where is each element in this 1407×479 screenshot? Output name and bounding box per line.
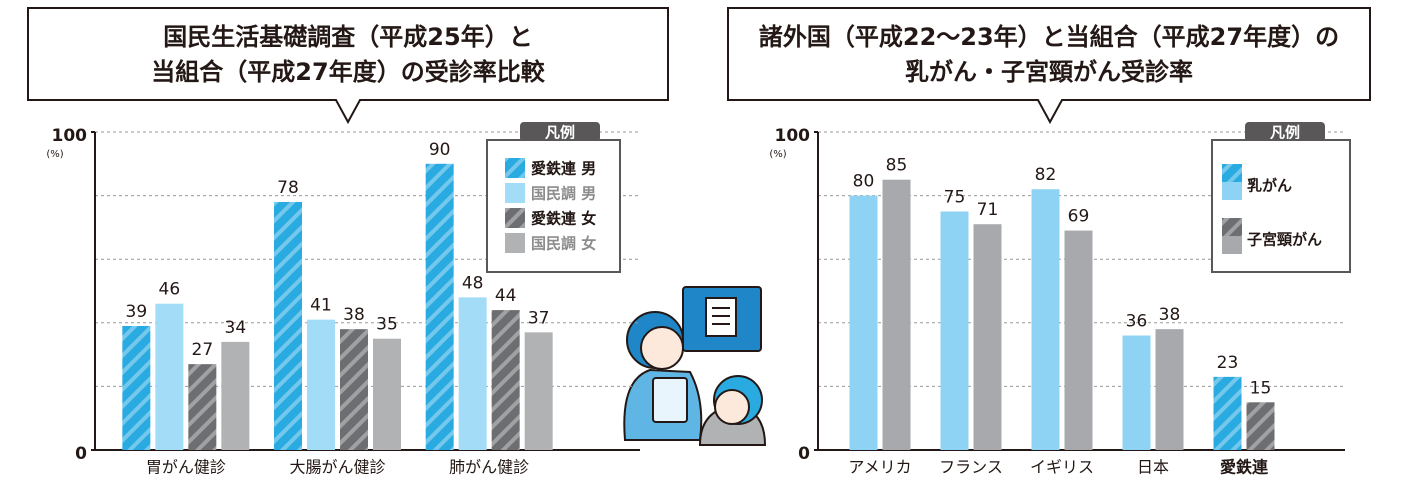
value-label: 15 xyxy=(1250,378,1272,398)
value-label: 39 xyxy=(126,302,148,322)
bar xyxy=(155,304,183,450)
y-unit: (%) xyxy=(769,149,786,160)
chart-title: 乳がん・子宮頸がん受診率 xyxy=(905,58,1193,86)
value-label: 44 xyxy=(495,286,517,306)
x-tick-label: アメリカ xyxy=(848,458,911,477)
bar xyxy=(941,212,969,451)
value-label: 38 xyxy=(1159,305,1181,325)
value-label: 85 xyxy=(886,156,908,176)
bar xyxy=(373,339,401,450)
legend-swatch xyxy=(1222,236,1242,254)
chart-title: 諸外国（平成22〜23年）と当組合（平成27年度）の xyxy=(759,23,1339,51)
bar xyxy=(1032,189,1060,450)
x-tick-label: イギリス xyxy=(1030,458,1094,477)
x-tick-label: 大腸がん健診 xyxy=(289,458,385,477)
value-label: 36 xyxy=(1126,312,1148,332)
legend-title: 凡例 xyxy=(1270,124,1300,142)
y-tick-label: 100 xyxy=(52,126,88,146)
bar xyxy=(307,320,335,450)
clipboard xyxy=(653,378,687,422)
bar xyxy=(1065,231,1093,450)
illustration xyxy=(624,287,765,445)
x-tick-label: 胃がん健診 xyxy=(146,458,226,477)
x-tick-label: 日本 xyxy=(1137,458,1169,477)
y-unit: (%) xyxy=(46,149,63,160)
legend-title: 凡例 xyxy=(545,124,575,142)
bar xyxy=(1156,329,1184,450)
bar xyxy=(188,364,216,450)
value-label: 46 xyxy=(159,280,181,300)
bar xyxy=(274,202,302,450)
bar xyxy=(459,297,487,450)
value-label: 71 xyxy=(977,200,999,220)
child-face xyxy=(715,390,749,424)
bar xyxy=(1247,402,1275,450)
chart-title: 当組合（平成27年度）の受診率比較 xyxy=(151,58,545,86)
legend-label: 子宮頸がん xyxy=(1247,231,1322,249)
legend-label: 国民調 男 xyxy=(531,185,596,203)
bar xyxy=(1123,336,1151,450)
bar xyxy=(1214,377,1242,450)
value-label: 27 xyxy=(192,340,214,360)
legend-label: 国民調 女 xyxy=(531,235,596,253)
value-label: 78 xyxy=(277,178,299,198)
bar xyxy=(340,329,368,450)
bar xyxy=(492,310,520,450)
legend-label: 愛鉄連 女 xyxy=(531,210,596,228)
chart-title: 国民生活基礎調査（平成25年）と xyxy=(163,23,532,51)
legend-swatch xyxy=(1222,182,1242,200)
bar xyxy=(525,332,553,450)
value-label: 82 xyxy=(1035,165,1057,185)
bar xyxy=(221,342,249,450)
legend-swatch xyxy=(505,183,525,203)
x-tick-label: 肺がん健診 xyxy=(449,458,529,477)
value-label: 23 xyxy=(1217,353,1239,373)
value-label: 35 xyxy=(376,315,398,335)
value-label: 80 xyxy=(853,172,875,192)
value-label: 69 xyxy=(1068,207,1090,227)
bar xyxy=(850,196,878,450)
x-tick-label: フランス xyxy=(939,458,1003,477)
value-label: 41 xyxy=(310,296,332,316)
value-label: 34 xyxy=(225,318,247,338)
bar xyxy=(974,224,1002,450)
bar xyxy=(883,180,911,450)
page: 国民生活基礎調査（平成25年）と当組合（平成27年度）の受診率比較 0 100 (%)… xyxy=(0,0,1407,479)
legend-swatch xyxy=(505,158,525,178)
y-tick-label: 100 xyxy=(775,126,811,146)
person-face xyxy=(641,327,683,369)
legend-swatch xyxy=(1222,218,1242,236)
legend-label: 乳がん xyxy=(1247,177,1292,195)
legend-swatch xyxy=(505,208,525,228)
legend-swatch xyxy=(505,233,525,253)
legend-label: 愛鉄連 男 xyxy=(531,160,596,178)
value-label: 48 xyxy=(462,273,484,293)
bar xyxy=(122,326,150,450)
x-tick-label: 愛鉄連 xyxy=(1220,458,1269,477)
value-label: 90 xyxy=(429,140,451,160)
legend-swatch xyxy=(1222,164,1242,182)
value-label: 38 xyxy=(343,305,365,325)
value-label: 75 xyxy=(944,188,966,208)
y-tick-label: 0 xyxy=(75,444,87,464)
value-label: 37 xyxy=(528,308,550,328)
y-tick-label: 0 xyxy=(798,444,810,464)
bar xyxy=(426,164,454,450)
